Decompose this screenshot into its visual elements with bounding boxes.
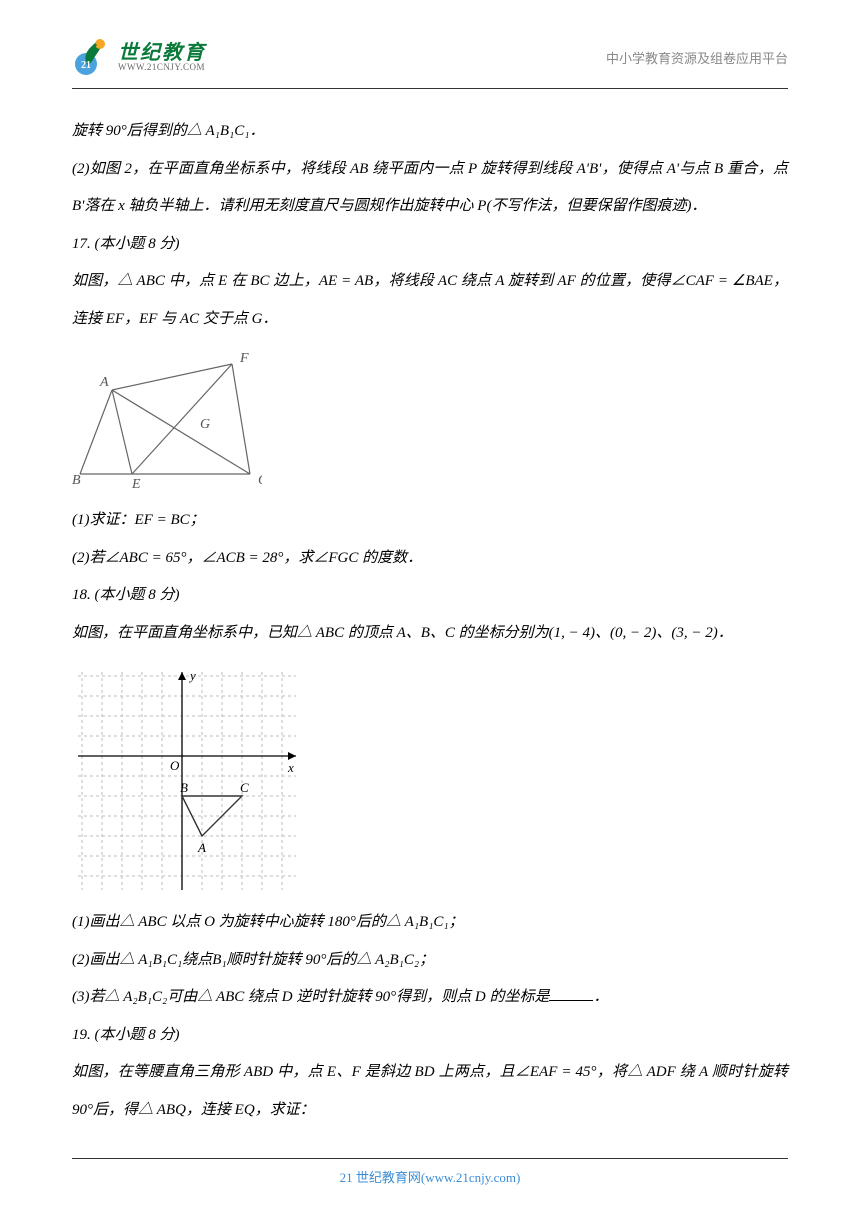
svg-text:C: C [240,780,249,795]
question-18-stem: 如图，在平面直角坐标系中，已知△ ABC 的顶点 A、B、C 的坐标分别为(1,… [72,615,788,653]
svg-text:y: y [188,668,196,683]
question-18-3-b: ． [593,989,608,1005]
question-17-heading: 17. (本小题 8 分) [72,226,788,264]
question-17-stem: 如图，△ ABC 中，点 E 在 BC 边上，AE = AB，将线段 AC 绕点… [72,263,788,338]
svg-text:21: 21 [81,60,91,71]
svg-text:E: E [131,477,141,492]
continuation-text: 旋转 90°后得到的△ A₁B₁C₁． [72,113,788,151]
figure-18: Ox y B C A [72,666,788,896]
logo-icon: 21 [72,38,114,76]
question-18-heading: 18. (本小题 8 分) [72,577,788,615]
site-logo: 21 世纪教育 WWW.21CNJY.COM [72,38,206,76]
logo-main-text: 世纪教育 [118,43,206,63]
svg-text:C: C [258,473,262,488]
logo-text: 世纪教育 WWW.21CNJY.COM [118,43,206,72]
header-divider [72,88,788,89]
svg-text:A: A [99,375,109,390]
footer-text: 21 世纪教育网(www.21cnjy.com) [72,1167,788,1186]
page-footer: 21 世纪教育网(www.21cnjy.com) [72,1158,788,1186]
question-17-2: (2)若∠ABC = 65°，∠ACB = 28°，求∠FGC 的度数． [72,540,788,578]
question-19-stem: 如图，在等腰直角三角形 ABD 中，点 E、F 是斜边 BD 上两点，且∠EAF… [72,1054,788,1129]
svg-text:B: B [180,780,188,795]
question-18-1: (1)画出△ ABC 以点 O 为旋转中心旋转 180°后的△ A₁B₁C₁； [72,904,788,942]
page-header: 21 世纪教育 WWW.21CNJY.COM 中小学教育资源及组卷应用平台 [72,38,788,76]
question-19-heading: 19. (本小题 8 分) [72,1017,788,1055]
svg-text:O: O [170,758,180,773]
svg-text:A: A [197,840,206,855]
svg-text:G: G [200,417,210,432]
svg-text:F: F [239,352,249,366]
question-16-2: (2)如图 2，在平面直角坐标系中，将线段 AB 绕平面内一点 P 旋转得到线段… [72,151,788,226]
logo-sub-text: WWW.21CNJY.COM [118,63,206,72]
document-body: 旋转 90°后得到的△ A₁B₁C₁． (2)如图 2，在平面直角坐标系中，将线… [72,113,788,1129]
question-18-3: (3)若△ A₂B₁C₂可由△ ABC 绕点 D 逆时针旋转 90°得到，则点 … [72,979,788,1017]
svg-text:B: B [72,473,81,488]
question-17-1: (1)求证：EF = BC； [72,502,788,540]
footer-divider [72,1158,788,1159]
question-18-3-a: (3)若△ A₂B₁C₂可由△ ABC 绕点 D 逆时针旋转 90°得到，则点 … [72,989,549,1005]
figure-17: A B C E F G [72,352,788,494]
answer-blank [549,987,593,1001]
question-18-2: (2)画出△ A₁B₁C₁绕点B₁顺时针旋转 90°后的△ A₂B₁C₂； [72,942,788,980]
header-subtitle: 中小学教育资源及组卷应用平台 [606,48,788,67]
svg-text:x: x [287,760,294,775]
